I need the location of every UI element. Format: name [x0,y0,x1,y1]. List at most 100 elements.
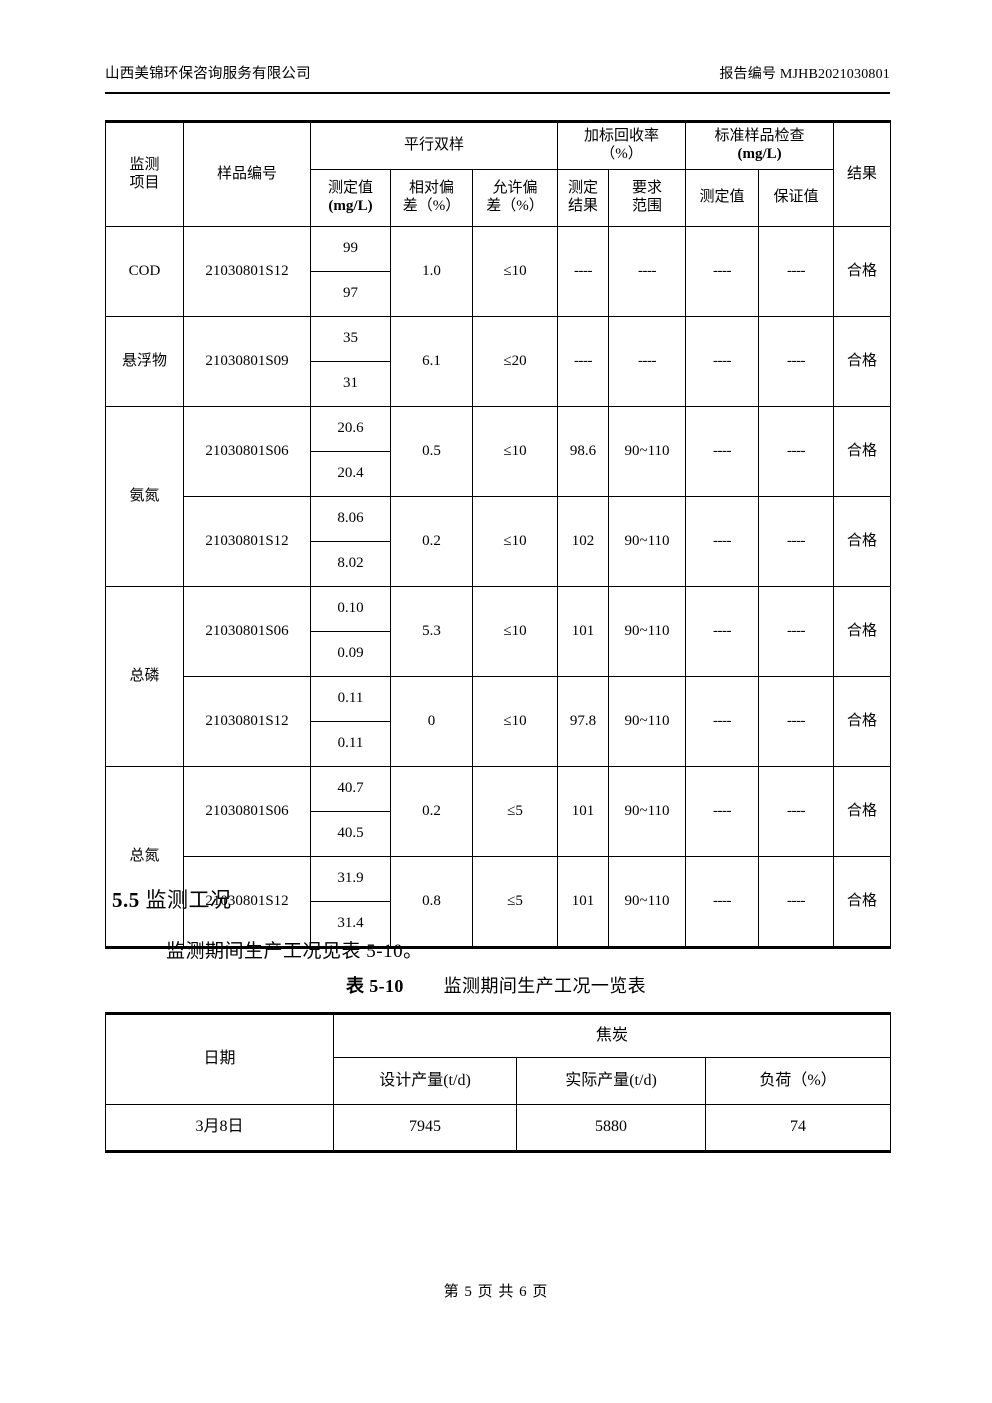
cell-std-measured-value: ---- [685,856,760,949]
th-actual-output: 实际产量(t/d) [516,1057,706,1105]
cell-spike-measured-result: 98.6 [557,406,610,497]
prod-table-head: 日期 焦炭 设计产量(t/d) 实际产量(t/d) 负荷（%） [105,1012,891,1105]
th-required-range-line1: 要求 [632,180,663,197]
cell-required-range: 90~110 [608,586,687,677]
cell-allowable-deviation: ≤10 [471,676,559,767]
cell-required-range: 90~110 [608,676,687,767]
cell-required-range: 90~110 [608,856,687,949]
prod-header-row-sub: 设计产量(t/d) 实际产量(t/d) 负荷（%） [106,1057,891,1105]
header-row-top: 监测 项目 样品编号 平行双样 加标回收率 （%） 标准样品检查 (mg/L) … [105,120,892,227]
cell-allowable-deviation: ≤10 [471,586,559,677]
th-monitor-item: 监测 项目 [105,120,184,227]
cell-relative-deviation: 0.2 [390,496,473,587]
cell-measured-value-2: 40.5 [337,825,364,842]
th-spike-recovery: 加标回收率 （%） [557,120,687,170]
cell-allowable-deviation: ≤10 [471,406,559,497]
cell-required-range: 90~110 [608,766,687,857]
cell-measured-value-2: 0.11 [337,735,364,752]
quality-control-table: 监测 项目 样品编号 平行双样 加标回收率 （%） 标准样品检查 (mg/L) … [105,120,892,949]
cell-std-measured-value: ---- [685,766,760,857]
cell-sample-number: 21030801S12 [183,496,311,587]
cell-sample-number: 21030801S12 [183,676,311,767]
cell-measured-values: 31.9 31.4 [310,856,391,949]
cell-allowable-deviation: ≤5 [471,856,559,949]
th-coke: 焦炭 [333,1012,891,1058]
th-relative-deviation-line2: 差（%） [402,198,461,214]
cell-result: 合格 [833,856,892,949]
th-result: 结果 [833,120,892,227]
cell-std-measured-value: ---- [685,226,760,317]
cell-std-measured-value: ---- [685,316,760,407]
cell-result: 合格 [833,316,892,407]
table-row: 总氮 21030801S06 40.7 40.5 0.2 ≤5 101 90~110 ---- -… [105,766,892,949]
cell-design-output: 7945 [333,1104,517,1153]
th-measured-value-line2: (mg/L) [328,198,373,214]
prod-header-row-top: 日期 焦炭 [105,1012,891,1105]
cell-measured-values: 8.06 8.02 [310,496,391,587]
cell-relative-deviation: 1.0 [390,226,473,317]
th-standard-check-line1: 标准样品检查 [714,128,805,145]
th-spike-recovery-line2: （%） [600,146,643,162]
th-allowable-deviation-line2: 差（%） [486,198,544,214]
th-measured-value-line1: 测定值 [327,180,373,197]
cell-spike-measured-result: ---- [557,226,610,317]
th-standard-check: 标准样品检查 (mg/L) [685,120,835,170]
cell-allowable-deviation: ≤10 [471,496,559,587]
table-caption: 表 5-10 监测期间生产工况一览表 [0,972,992,998]
cell-measured-value-2: 20.4 [337,465,364,482]
table-head: 监测 项目 样品编号 平行双样 加标回收率 （%） 标准样品检查 (mg/L) … [105,120,892,227]
th-monitor-item-line2: 项目 [129,174,160,191]
th-monitor-item-line1: 监测 [129,156,160,173]
table-row: COD 21030801S12 99 97 1.0 ≤10 ---- ---- ---- ----… [105,226,892,317]
cell-measured-values: 0.11 0.11 [310,676,391,767]
cell-measured-value-2: 97 [343,285,358,302]
cell-required-range: ---- [608,226,687,317]
table-row: 21030801S12 0.11 0.11 0 ≤10 97.8 90~110 ---- ---… [106,676,892,767]
report-number: 报告编号 MJHB2021030801 [719,67,890,82]
section-number: 5.5 [112,888,140,912]
page-footer: 第 5 页 共 6 页 [443,1284,549,1300]
cell-std-measured-value: ---- [685,586,760,677]
cell-measured-value-1: 31.9 [311,857,390,902]
cell-spike-measured-result: 101 [557,856,610,949]
th-measured-value: 测定值 (mg/L) [310,169,391,227]
section-title: 监测工况 [145,888,232,912]
th-parallel-duplicate: 平行双样 [309,120,559,170]
cell-std-measured-value: ---- [685,676,760,767]
cell-measured-value-1: 35 [311,317,390,362]
cell-relative-deviation: 0.8 [390,856,473,949]
header-divider [105,92,890,94]
cell-allowable-deviation: ≤20 [471,316,559,407]
cell-std-guarantee-value: ---- [758,676,835,767]
cell-std-guarantee-value: ---- [758,586,835,677]
th-std-measured-value: 测定值 [685,169,760,227]
cell-measured-value-1: 0.10 [311,587,390,632]
table-caption-text: 监测期间生产工况一览表 [443,976,647,996]
cell-load: 74 [705,1104,891,1153]
production-status-table: 日期 焦炭 设计产量(t/d) 实际产量(t/d) 负荷（%） 3月8日 7945… [105,1012,891,1153]
cell-spike-measured-result: ---- [557,316,610,407]
cell-spike-measured-result: 101 [557,586,610,677]
cell-measured-values: 40.7 40.5 [310,766,391,857]
cell-measured-value-1: 40.7 [311,767,390,812]
cell-spike-measured-result: 101 [557,766,610,857]
cell-sample-number: 21030801S12 [183,226,311,317]
th-load: 负荷（%） [705,1057,891,1105]
table-row: 氨氮 21030801S06 20.6 20.4 0.5 ≤10 98.6 90~110 ---… [105,406,892,587]
prod-table-body: 3月8日 7945 5880 74 [105,1104,891,1153]
th-spike-measured-result-line1: 测定 [568,180,599,197]
cell-relative-deviation: 0 [390,676,473,767]
table-body: COD 21030801S12 99 97 1.0 ≤10 ---- ---- ---- ----… [105,226,892,949]
cell-sample-number: 21030801S06 [183,586,311,677]
table-row: 悬浮物 21030801S09 35 31 6.1 ≤20 ---- ---- ---- ----… [105,316,892,407]
th-spike-measured-result: 测定 结果 [557,169,610,227]
th-required-range: 要求 范围 [608,169,687,227]
th-sample-number: 样品编号 [183,120,311,227]
table-row: 21030801S12 31.9 31.4 0.8 ≤5 101 90~110 ---- ---… [106,856,892,949]
cell-date: 3月8日 [105,1104,334,1153]
cell-required-range: 90~110 [608,406,687,497]
cell-measured-value-1: 99 [311,227,390,272]
cell-result: 合格 [833,226,892,317]
cell-monitor-item: 悬浮物 [105,316,184,407]
